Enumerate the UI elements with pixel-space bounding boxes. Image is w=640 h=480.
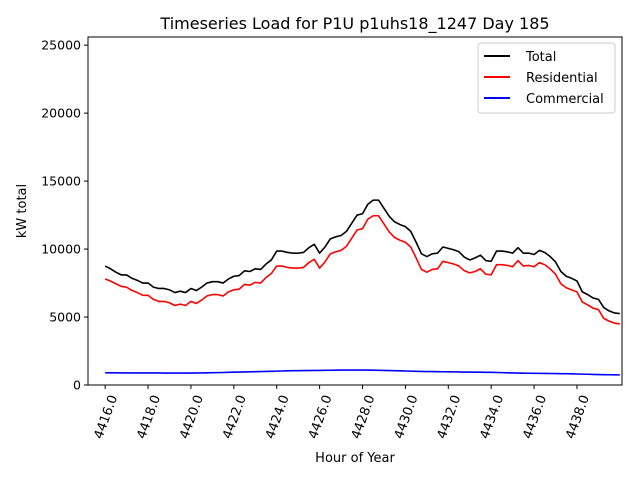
plot-area <box>104 199 620 376</box>
legend-label-total: Total <box>525 50 556 65</box>
legend-label-residential: Residential <box>526 71 598 86</box>
y-tick-label: 25000 <box>41 38 81 53</box>
series-line-commercial <box>105 369 620 376</box>
legend-box <box>477 42 616 114</box>
y-axis-label: kW total <box>15 184 30 238</box>
y-tick-label: 20000 <box>41 106 81 121</box>
legend: Total Residential Commercial <box>477 42 616 114</box>
y-tick-label: 5000 <box>49 310 81 325</box>
series-line-total <box>104 199 620 315</box>
series-line-residential <box>104 214 620 325</box>
y-tick-label: 15000 <box>41 174 81 189</box>
chart-title: Timeseries Load for P1U p1uhs18_1247 Day… <box>159 14 549 34</box>
x-axis-label: Hour of Year <box>315 451 395 466</box>
legend-label-commercial: Commercial <box>526 92 604 107</box>
y-tick-label: 10000 <box>41 242 81 257</box>
y-axis-ticks: 0 5000 10000 15000 20000 25000 <box>41 38 88 393</box>
y-tick-label: 0 <box>73 378 81 393</box>
axes-frame <box>87 36 623 386</box>
